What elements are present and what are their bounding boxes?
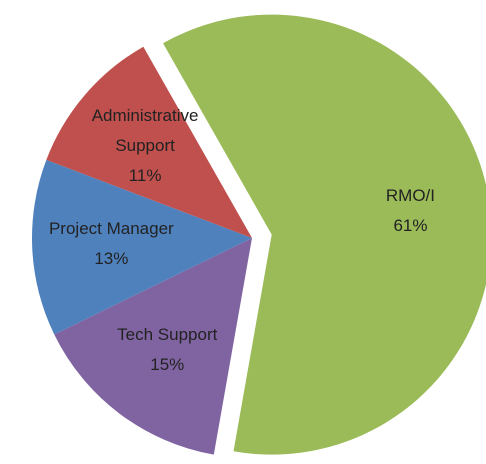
category-label: Administrative Support bbox=[91, 106, 199, 156]
pie-slice bbox=[163, 14, 486, 455]
pie-slice bbox=[46, 46, 253, 238]
value-label: 15% bbox=[150, 355, 185, 375]
category-label: RMO/I bbox=[385, 185, 435, 205]
slice-label: Tech Support 15% bbox=[92, 320, 242, 380]
slice-label: RMO/I 61% bbox=[335, 181, 485, 241]
slice-label: Administrative Support 11% bbox=[70, 101, 220, 191]
pie-slice bbox=[54, 238, 253, 455]
value-label: 13% bbox=[94, 249, 129, 269]
category-label: Project Manager bbox=[48, 219, 174, 239]
value-label: 11% bbox=[128, 166, 162, 186]
value-label: 61% bbox=[393, 215, 428, 235]
category-label: Tech Support bbox=[117, 325, 218, 345]
slice-label: Project Manager 13% bbox=[36, 214, 186, 274]
pie-slice bbox=[32, 159, 252, 335]
